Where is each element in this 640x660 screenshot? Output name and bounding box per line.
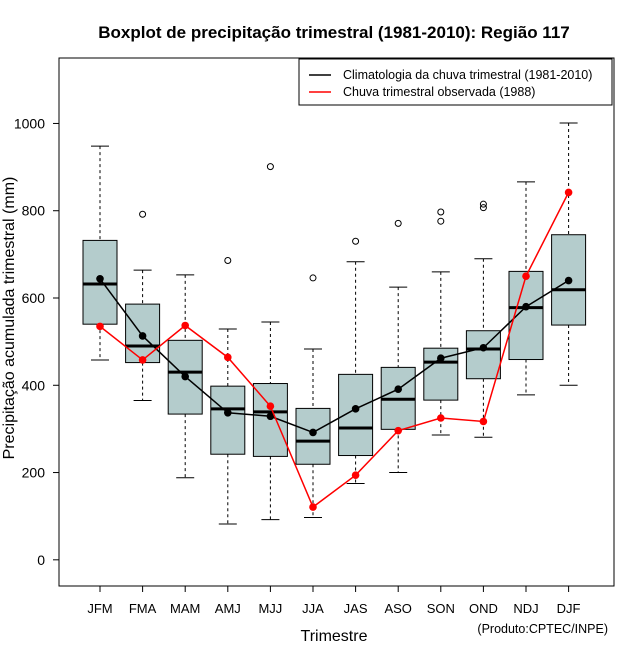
series-point xyxy=(351,405,360,413)
series-point xyxy=(437,354,445,363)
series-point xyxy=(437,414,445,422)
box-jas xyxy=(338,237,374,484)
box-iqr xyxy=(465,330,501,380)
series-point xyxy=(224,408,232,417)
series-observed xyxy=(96,188,573,511)
legend: Climatologia da chuva trimestral (1981-2… xyxy=(298,58,613,106)
outlier-point xyxy=(352,237,360,245)
legend-label-climatology: Climatologia da chuva trimestral (1981-2… xyxy=(343,68,592,82)
box-jja xyxy=(295,274,331,518)
series-line xyxy=(99,278,569,434)
x-tick-label: ASO xyxy=(384,601,411,616)
series-point xyxy=(479,343,488,352)
series-point xyxy=(522,302,530,311)
series-climatology xyxy=(96,275,573,437)
x-tick-label: JAS xyxy=(344,601,368,616)
outlier-point xyxy=(479,204,487,212)
series-point xyxy=(138,356,147,364)
y-tick-label: 400 xyxy=(22,377,46,393)
x-axis-label: Trimestre xyxy=(301,628,368,645)
box-mjj xyxy=(252,163,288,521)
credit-text: (Produto:CPTEC/INPE) xyxy=(477,622,608,636)
series-point xyxy=(266,402,275,411)
box-ndj xyxy=(508,181,544,396)
outlier-point xyxy=(139,210,147,218)
box-iqr xyxy=(295,407,331,465)
x-tick-label: MAM xyxy=(170,601,200,616)
box-son xyxy=(423,208,459,436)
series-point xyxy=(351,471,360,479)
outlier-point xyxy=(309,274,317,282)
box-ond xyxy=(465,200,501,438)
outlier-point xyxy=(266,163,274,171)
box-iqr xyxy=(210,385,246,455)
x-tick-label: JJA xyxy=(302,601,324,616)
box-fma xyxy=(125,210,161,402)
x-tick-label: NDJ xyxy=(513,601,538,616)
outlier-point xyxy=(394,219,402,227)
outlier-point xyxy=(224,256,232,264)
chart-title: Boxplot de precipitação trimestral (1981… xyxy=(98,23,569,42)
x-tick-label: OND xyxy=(469,601,498,616)
y-axis: 0 200 400 600 800 1000 xyxy=(14,115,59,568)
x-tick-label: MJJ xyxy=(258,601,282,616)
y-tick-label: 200 xyxy=(22,465,46,481)
series-point xyxy=(96,322,104,331)
series-point xyxy=(138,332,147,340)
series-point xyxy=(96,275,104,283)
series-point xyxy=(181,321,189,330)
x-tick-label: FMA xyxy=(129,601,157,616)
series-point xyxy=(309,503,317,511)
box-djf xyxy=(551,122,587,386)
y-axis-label: Precipitação acumulada trimestral (mm) xyxy=(1,177,18,460)
y-tick-label: 1000 xyxy=(14,115,45,131)
legend-label-observed: Chuva trimestral observada (1988) xyxy=(343,85,535,99)
series-point xyxy=(266,412,275,421)
series-point xyxy=(479,417,488,426)
x-tick-label: DJF xyxy=(557,601,581,616)
x-tick-label: JFM xyxy=(87,601,112,616)
series-point xyxy=(309,428,317,437)
series-point xyxy=(181,372,189,381)
x-tick-label: SON xyxy=(427,601,455,616)
legend-box xyxy=(298,58,613,106)
y-tick-label: 0 xyxy=(37,552,45,568)
x-axis: JFM FMA MAM AMJ MJJ JJA JAS ASO SON OND NDJ DJF xyxy=(87,586,581,616)
series-point xyxy=(224,353,232,362)
series-lines-group xyxy=(96,188,573,511)
outlier-point xyxy=(437,208,445,216)
outlier-point xyxy=(479,200,487,208)
series-point xyxy=(394,385,403,394)
boxes-group xyxy=(82,122,587,525)
series-point xyxy=(394,426,403,435)
x-tick-label: AMJ xyxy=(215,601,241,616)
box-aso xyxy=(380,219,416,474)
series-point xyxy=(522,272,530,280)
y-tick-label: 600 xyxy=(22,290,46,306)
outlier-point xyxy=(437,217,445,225)
series-point xyxy=(564,276,573,285)
y-tick-label: 800 xyxy=(22,203,46,219)
series-line xyxy=(99,192,570,509)
box-amj xyxy=(210,256,246,525)
plot-frame xyxy=(58,57,615,587)
series-point xyxy=(564,188,573,197)
